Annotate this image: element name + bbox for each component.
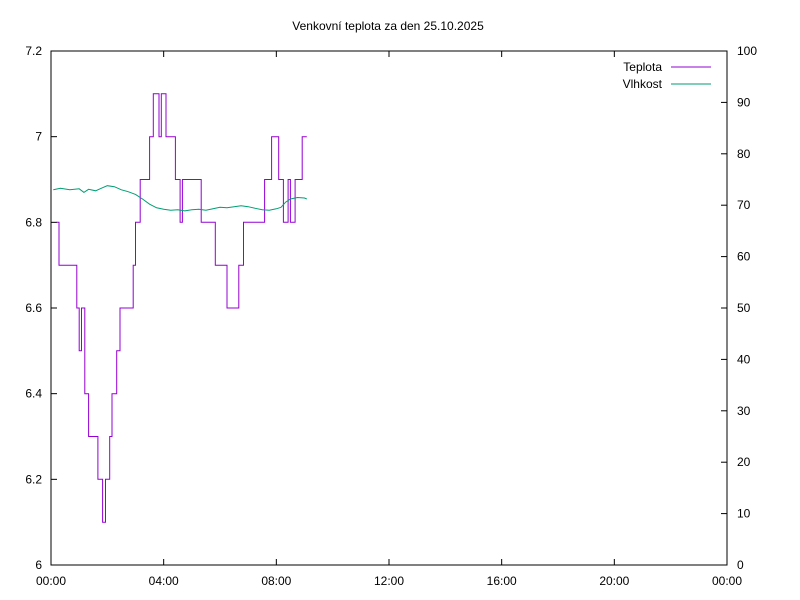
legend: Teplota Vlhkost bbox=[623, 60, 711, 91]
legend-label: Vlhkost bbox=[623, 77, 663, 91]
y2-tick-label: 100 bbox=[737, 44, 757, 58]
y-tick-label: 6 bbox=[35, 558, 42, 572]
y2-tick-label: 60 bbox=[737, 250, 751, 264]
y-tick-label: 6.2 bbox=[25, 472, 42, 486]
series-layer bbox=[53, 93, 307, 523]
y2-tick-label: 80 bbox=[737, 147, 751, 161]
y-tick-label: 6.8 bbox=[25, 215, 42, 229]
y2-tick-label: 90 bbox=[737, 95, 751, 109]
y2-tick-label: 70 bbox=[737, 198, 751, 212]
x-tick-label: 00:00 bbox=[712, 574, 742, 588]
y-tick-label: 7.2 bbox=[25, 44, 42, 58]
x-tick-label: 00:00 bbox=[36, 574, 66, 588]
y2-tick-label: 30 bbox=[737, 404, 751, 418]
y-tick-label: 7 bbox=[35, 130, 42, 144]
y2-tick-label: 10 bbox=[737, 507, 751, 521]
y-tick-label: 6.6 bbox=[25, 301, 42, 315]
x-tick-label: 12:00 bbox=[374, 574, 404, 588]
series-line-vlhkost bbox=[53, 185, 307, 212]
y-tick-label: 6.4 bbox=[25, 387, 42, 401]
y2-tick-label: 20 bbox=[737, 455, 751, 469]
y2-tick-label: 0 bbox=[737, 558, 744, 572]
x-tick-label: 16:00 bbox=[487, 574, 517, 588]
series-line-teplota bbox=[56, 93, 307, 523]
y2-tick-label: 50 bbox=[737, 301, 751, 315]
axes: 00:00 04:00 08:00 12:00 16:00 20:00 00:00 6 6.2 6… bbox=[25, 44, 757, 588]
x-tick-label: 04:00 bbox=[149, 574, 179, 588]
chart-title: Venkovní teplota za den 25.10.2025 bbox=[292, 19, 484, 33]
plot-frame bbox=[50, 50, 728, 566]
y2-tick-label: 40 bbox=[737, 352, 751, 366]
x-tick-label: 08:00 bbox=[261, 574, 291, 588]
x-tick-label: 20:00 bbox=[599, 574, 629, 588]
legend-label: Teplota bbox=[623, 60, 662, 74]
